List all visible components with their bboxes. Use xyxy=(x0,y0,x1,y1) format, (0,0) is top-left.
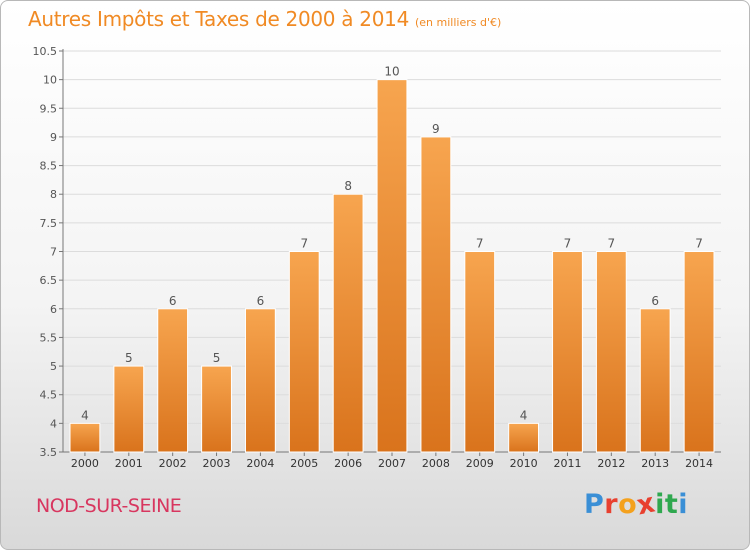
x-tick-label: 2004 xyxy=(246,457,274,470)
y-tick-label: 4.5 xyxy=(40,389,58,402)
bar xyxy=(595,251,627,453)
x-tick-label: 2000 xyxy=(71,457,99,470)
x-tick-label: 2013 xyxy=(641,457,669,470)
logo-letter: i xyxy=(655,489,665,520)
x-tick-label: 2005 xyxy=(290,457,318,470)
x-tick-label: 2014 xyxy=(685,457,713,470)
bar-value-label: 7 xyxy=(564,237,572,251)
bar xyxy=(288,251,320,453)
bar-value-label: 7 xyxy=(300,237,308,251)
x-tick-label: 2006 xyxy=(334,457,362,470)
bar xyxy=(420,136,452,453)
y-tick-label: 6 xyxy=(50,303,57,316)
bar-value-label: 6 xyxy=(169,294,177,308)
chart-title: Autres Impôts et Taxes de 2000 à 2014 (en… xyxy=(28,7,501,31)
bar-value-label: 5 xyxy=(125,351,133,365)
y-tick-label: 10.5 xyxy=(33,45,58,58)
y-tick-label: 7 xyxy=(50,246,57,259)
bar xyxy=(113,365,145,453)
bar-value-label: 7 xyxy=(695,237,703,251)
x-tick-label: 2011 xyxy=(553,457,581,470)
y-tick-label: 6.5 xyxy=(40,274,58,287)
x-tick-label: 2010 xyxy=(510,457,538,470)
bar-value-label: 9 xyxy=(432,122,440,136)
x-tick-label: 2007 xyxy=(378,457,406,470)
logo-letter: t xyxy=(664,489,679,520)
y-tick-label: 9.5 xyxy=(40,102,58,115)
bar xyxy=(376,79,408,453)
bars xyxy=(69,79,715,453)
data-labels: 4 5 6 5 6 7 8 10 9 7 4 7 7 6 7 xyxy=(81,65,703,423)
logo-letter: o xyxy=(618,489,638,520)
y-tick-label: 10 xyxy=(43,74,57,87)
y-tick-label: 3.5 xyxy=(40,446,58,459)
chart-title-text: Autres Impôts et Taxes de 2000 à 2014 xyxy=(28,7,409,31)
x-tick-label: 2008 xyxy=(422,457,450,470)
chart-subtitle: (en milliers d'€) xyxy=(415,16,502,29)
x-tick-label: 2001 xyxy=(115,457,143,470)
x-tick-label: 2009 xyxy=(466,457,494,470)
x-tick-label: 2003 xyxy=(203,457,231,470)
bar-value-label: 6 xyxy=(257,294,265,308)
logo-letter: P xyxy=(584,489,605,520)
bar xyxy=(332,193,364,453)
bar-value-label: 7 xyxy=(476,237,484,251)
bar xyxy=(508,422,540,453)
bar xyxy=(69,422,101,453)
bar-value-label: 4 xyxy=(520,408,528,422)
bar-value-label: 10 xyxy=(384,65,399,79)
y-tick-label: 5.5 xyxy=(40,331,58,344)
y-tick-label: 5 xyxy=(50,360,57,373)
bar xyxy=(639,308,671,453)
axes: 3.5 4 4.5 5 5.5 6 6.5 7 7.5 8 8.5 9 9.5 10 10.5 2000 200… xyxy=(33,45,721,470)
y-tick-label: 8.5 xyxy=(40,160,58,173)
y-tick-label: 9 xyxy=(50,131,57,144)
bar xyxy=(244,308,276,453)
bar-value-label: 6 xyxy=(651,294,659,308)
bar-value-label: 7 xyxy=(608,237,616,251)
y-tick-label: 8 xyxy=(50,188,57,201)
bar xyxy=(683,251,715,453)
bar-value-label: 4 xyxy=(81,408,89,422)
bar xyxy=(464,251,496,453)
logo-letter: r xyxy=(604,489,619,520)
commune-name: NOD-SUR-SEINE xyxy=(36,495,182,517)
bar xyxy=(157,308,189,453)
x-tick-label: 2012 xyxy=(597,457,625,470)
bar xyxy=(201,365,232,453)
bar xyxy=(552,251,583,453)
bar-value-label: 5 xyxy=(213,351,221,365)
x-tick-label: 2002 xyxy=(159,457,187,470)
y-tick-label: 7.5 xyxy=(40,217,58,230)
proxiti-logo: Proxiti xyxy=(584,487,689,521)
bar-value-label: 8 xyxy=(344,179,352,193)
y-tick-label: 4 xyxy=(50,417,57,430)
logo-letter: i xyxy=(678,489,689,520)
